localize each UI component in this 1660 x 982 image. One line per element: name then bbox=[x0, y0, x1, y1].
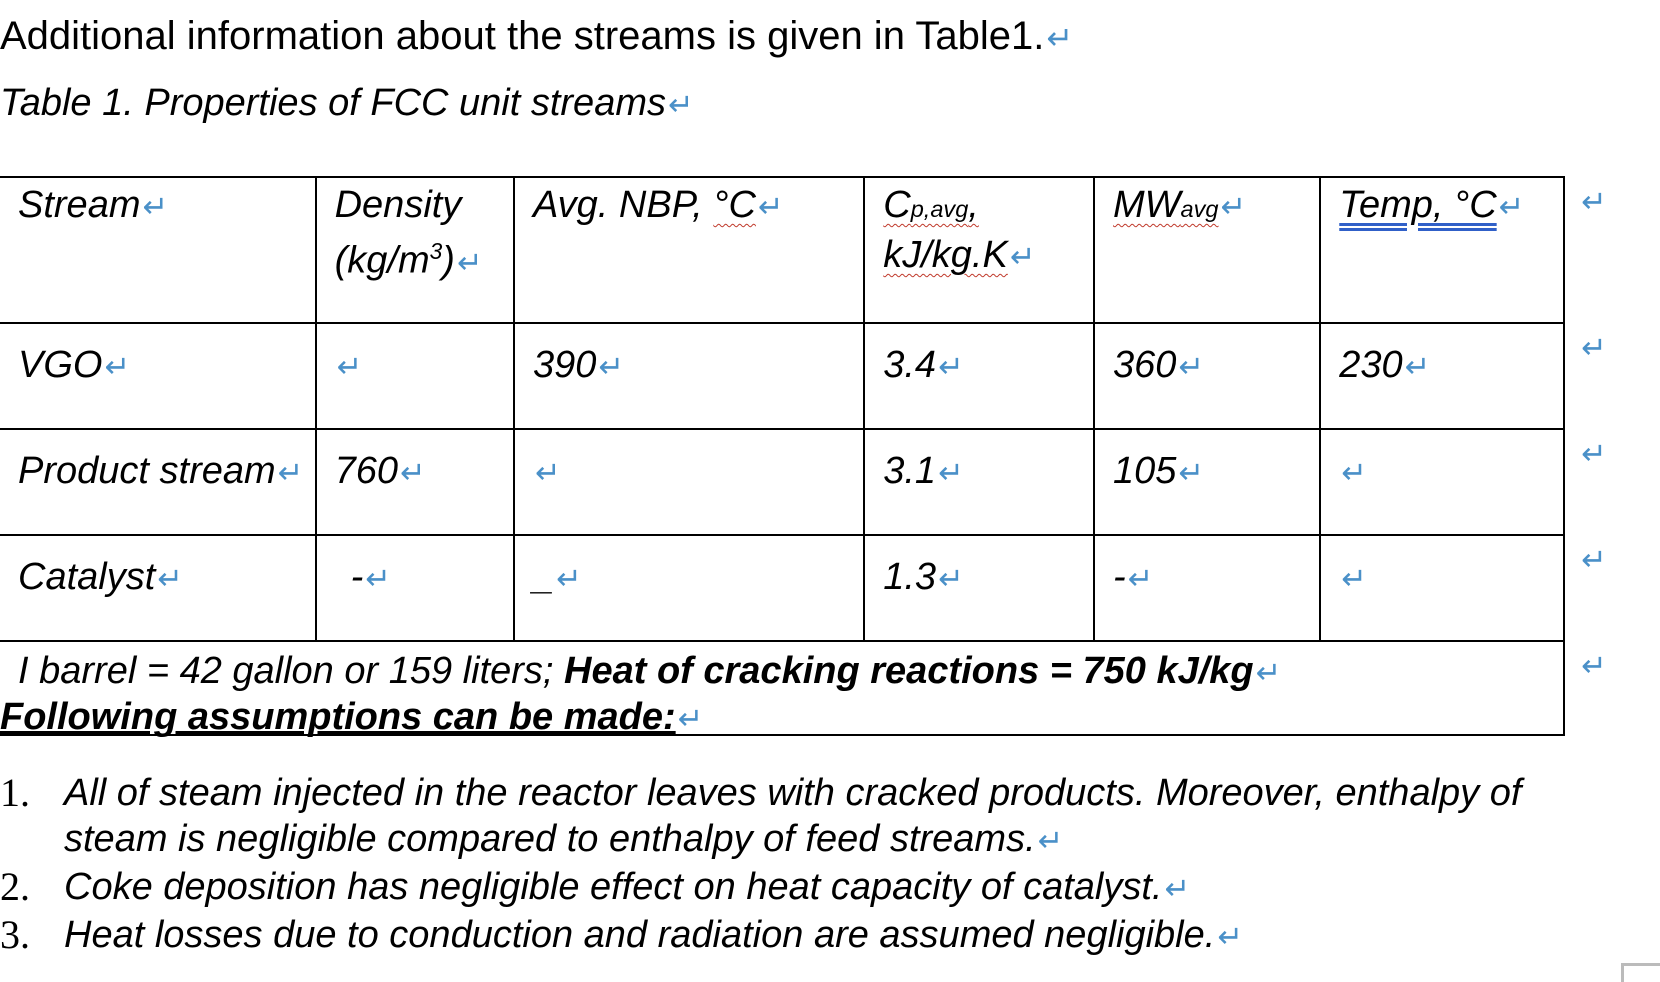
intro-text: Additional information about the streams… bbox=[0, 14, 1074, 58]
cell-stream: Catalyst↵ bbox=[0, 534, 317, 642]
cell-mark-icon: ↵ bbox=[1220, 190, 1246, 224]
cell-mw: 105↵ bbox=[1092, 428, 1322, 536]
cell-mark-icon: ↵ bbox=[365, 562, 391, 596]
paragraph-mark-icon: ↵ bbox=[667, 88, 694, 122]
cell-mark-icon: ↵ bbox=[400, 456, 426, 490]
cell-mark-icon: ↵ bbox=[104, 350, 130, 384]
cell-mark-icon: ↵ bbox=[757, 190, 784, 224]
row-end-mark-icon: ↵ bbox=[1581, 185, 1607, 219]
cell-mw: -↵ bbox=[1092, 534, 1322, 642]
cell-mark-icon: ↵ bbox=[1404, 350, 1431, 384]
cell-mark-icon: ↵ bbox=[277, 456, 304, 490]
assumptions-list: 1. All of steam injected in the reactor l… bbox=[0, 770, 1630, 960]
cell-nbp: ↵ bbox=[512, 428, 866, 536]
paragraph-mark-icon: ↵ bbox=[1046, 20, 1074, 56]
cell-mark-icon: ↵ bbox=[556, 562, 582, 596]
cell-mark-icon: ↵ bbox=[598, 350, 624, 384]
assumptions-title: Following assumptions can be made:↵ bbox=[0, 696, 704, 738]
cell-mark-icon: ↵ bbox=[336, 350, 363, 384]
table-row: Catalyst↵ -↵ _↵ 1.3↵ -↵ ↵ ↵ bbox=[0, 534, 1618, 642]
cell-mark-icon: ↵ bbox=[938, 350, 964, 384]
cell-cp: 3.1↵ bbox=[863, 428, 1095, 536]
cell-mark-icon: ↵ bbox=[938, 456, 964, 490]
header-stream: Stream↵ bbox=[0, 176, 317, 324]
cell-density: 760↵ bbox=[314, 428, 516, 536]
resize-corner bbox=[1621, 963, 1660, 982]
table-note-row: I barrel = 42 gallon or 159 liters; Heat… bbox=[0, 640, 1618, 736]
cell-cp: 1.3↵ bbox=[863, 534, 1095, 642]
cell-mark-icon: ↵ bbox=[1178, 456, 1204, 490]
list-item: 3. Heat losses due to conduction and radi… bbox=[0, 912, 1243, 957]
cell-mark-icon: ↵ bbox=[1178, 350, 1204, 384]
cell-temp: ↵ bbox=[1319, 534, 1566, 642]
paragraph-mark-icon: ↵ bbox=[1217, 920, 1243, 954]
cell-stream: Product stream↵ bbox=[0, 428, 317, 536]
header-density: Density (kg/m3)↵ bbox=[314, 176, 516, 324]
cell-mark-icon: ↵ bbox=[1341, 456, 1367, 490]
cell-stream: VGO↵ bbox=[0, 322, 317, 430]
header-nbp: Avg. NBP, °C↵ bbox=[512, 176, 866, 324]
row-end-mark-icon: ↵ bbox=[1581, 437, 1607, 471]
cell-mw: 360↵ bbox=[1092, 322, 1322, 430]
table-row: VGO↵ ↵ 390↵ 3.4↵ 360↵ 230↵ ↵ bbox=[0, 322, 1618, 430]
paragraph-mark-icon: ↵ bbox=[677, 702, 704, 736]
cell-mark-icon: ↵ bbox=[157, 562, 183, 596]
cell-mark-icon: ↵ bbox=[1498, 190, 1525, 224]
table-note: I barrel = 42 gallon or 159 liters; Heat… bbox=[0, 640, 1566, 736]
cell-temp: 230↵ bbox=[1319, 322, 1566, 430]
cell-nbp: 390↵ bbox=[512, 322, 866, 430]
cell-nbp: _↵ bbox=[512, 534, 866, 642]
cell-mark-icon: ↵ bbox=[1009, 240, 1036, 274]
cell-mark-icon: ↵ bbox=[1341, 562, 1367, 596]
paragraph-mark-icon: ↵ bbox=[1037, 824, 1064, 858]
cell-density: -↵ bbox=[314, 534, 516, 642]
cell-mark-icon: ↵ bbox=[142, 190, 168, 224]
table-header-row: Stream↵ Density (kg/m3)↵ Avg. NBP, °C↵ Cp… bbox=[0, 176, 1618, 324]
cell-mark-icon: ↵ bbox=[456, 245, 483, 280]
cell-mark-icon: ↵ bbox=[535, 456, 561, 490]
cell-temp: ↵ bbox=[1319, 428, 1566, 536]
cell-mark-icon: ↵ bbox=[938, 562, 964, 596]
cell-mark-icon: ↵ bbox=[1127, 562, 1154, 596]
table-row: Product stream↵ 760↵ ↵ 3.1↵ 105↵ ↵ ↵ bbox=[0, 428, 1618, 536]
row-end-mark-icon: ↵ bbox=[1581, 331, 1607, 365]
paragraph-mark-icon: ↵ bbox=[1164, 872, 1190, 906]
cell-cp: 3.4↵ bbox=[863, 322, 1095, 430]
list-item: 2. Coke deposition has negligible effect … bbox=[0, 864, 1190, 909]
properties-table: Stream↵ Density (kg/m3)↵ Avg. NBP, °C↵ Cp… bbox=[0, 176, 1618, 736]
list-item: 1. All of steam injected in the reactor l… bbox=[0, 770, 1522, 860]
header-cp: Cp,avg, kJ/kg.K↵ bbox=[863, 176, 1095, 324]
header-mw: MWavg↵ bbox=[1092, 176, 1322, 324]
row-end-mark-icon: ↵ bbox=[1581, 543, 1607, 577]
cell-density: ↵ bbox=[314, 322, 516, 430]
table-caption: Table 1. Properties of FCC unit streams↵ bbox=[0, 82, 694, 124]
header-temp: Temp, °C↵ bbox=[1319, 176, 1566, 324]
cell-mark-icon: ↵ bbox=[1255, 656, 1282, 690]
row-end-mark-icon: ↵ bbox=[1581, 649, 1607, 683]
